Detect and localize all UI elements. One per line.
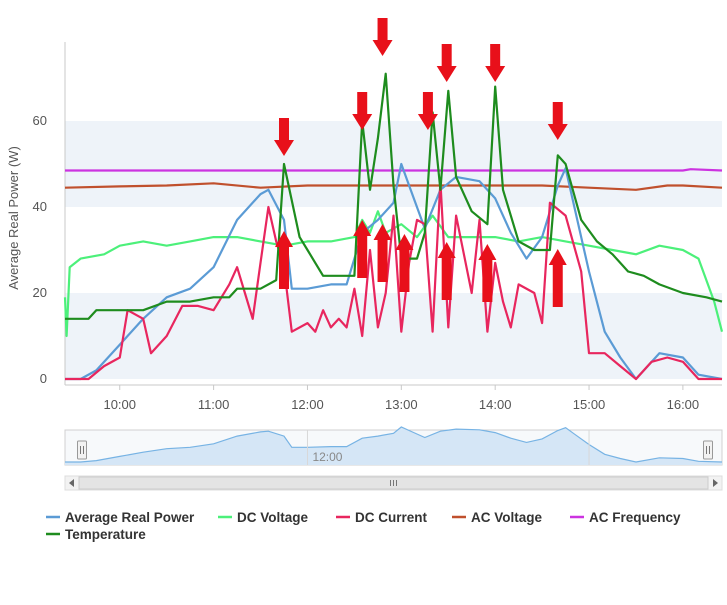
- series-line-ac-frequency: [65, 168, 723, 172]
- x-tick-label: 16:00: [667, 397, 700, 412]
- plot-band: [65, 293, 722, 379]
- handle-body[interactable]: [77, 440, 87, 460]
- y-tick-label: 0: [40, 371, 47, 386]
- annotation-arrows: [274, 18, 568, 307]
- down-arrow-icon: [485, 44, 506, 82]
- legend-label: AC Voltage: [471, 510, 542, 525]
- navigator-handle[interactable]: [77, 440, 87, 460]
- navigator-label: 12:00: [312, 450, 342, 464]
- up-arrow-icon: [353, 220, 372, 278]
- down-arrow-icon: [352, 92, 373, 130]
- y-axis-title: Average Real Power (W): [6, 146, 21, 290]
- y-tick-labels: 0 20 40 60: [33, 113, 47, 386]
- x-tick-label: 12:00: [291, 397, 324, 412]
- up-arrow-icon: [275, 231, 293, 289]
- down-arrow-icon: [417, 92, 438, 130]
- navigator-line: [65, 426, 723, 463]
- legend-item-temperature[interactable]: Temperature: [46, 527, 146, 542]
- legend-label: DC Current: [355, 510, 428, 525]
- legend-item-dc-voltage[interactable]: DC Voltage: [218, 510, 308, 525]
- scroll-right-icon[interactable]: [713, 479, 718, 487]
- down-arrow-icon: [547, 102, 568, 140]
- down-arrow-icon: [274, 118, 294, 156]
- legend-item-ac-frequency[interactable]: AC Frequency: [570, 510, 681, 525]
- legend-label: AC Frequency: [589, 510, 681, 525]
- legend-label: Average Real Power: [65, 510, 195, 525]
- legend-item-dc-current[interactable]: DC Current: [336, 510, 428, 525]
- y-tick-label: 60: [33, 113, 47, 128]
- y-tick-label: 40: [33, 199, 47, 214]
- up-arrow-icon: [478, 244, 497, 302]
- x-tick-label: 11:00: [198, 397, 230, 412]
- legend: Average Real Power DC Voltage DC Current AC…: [46, 510, 681, 542]
- legend-label: DC Voltage: [237, 510, 308, 525]
- legend-item-average-real-power[interactable]: Average Real Power: [46, 510, 195, 525]
- up-arrow-icon: [373, 224, 392, 282]
- up-arrow-icon: [548, 249, 567, 307]
- axes: [64, 42, 722, 386]
- legend-label: Temperature: [65, 527, 146, 542]
- x-tick-label: 15:00: [573, 397, 606, 412]
- y-tick-label: 20: [33, 285, 47, 300]
- handle-body[interactable]: [703, 440, 713, 460]
- plot-bands: [65, 121, 722, 379]
- navigator-area: [65, 427, 722, 465]
- x-tick-label: 10:00: [103, 397, 136, 412]
- series-line-ac-voltage: [64, 182, 723, 191]
- scroll-left-icon[interactable]: [69, 479, 74, 487]
- legend-item-ac-voltage[interactable]: AC Voltage: [452, 510, 542, 525]
- x-tick-label: 14:00: [479, 397, 512, 412]
- down-arrow-icon: [436, 44, 457, 82]
- up-arrow-icon: [395, 234, 414, 292]
- series-line-average-real-power: [65, 162, 723, 381]
- navigator-handle[interactable]: [703, 440, 713, 460]
- series-line-dc-voltage: [63, 210, 724, 338]
- series-line-dc-current: [65, 180, 722, 381]
- x-tick-labels: 10:00 11:00 12:00 13:00 14:00 15:00 16:00: [103, 385, 699, 412]
- x-tick-label: 13:00: [385, 397, 418, 412]
- down-arrow-icon: [372, 18, 393, 56]
- scrollbar[interactable]: [64, 475, 723, 491]
- up-arrow-icon: [437, 242, 456, 300]
- navigator[interactable]: 12:00: [64, 426, 723, 491]
